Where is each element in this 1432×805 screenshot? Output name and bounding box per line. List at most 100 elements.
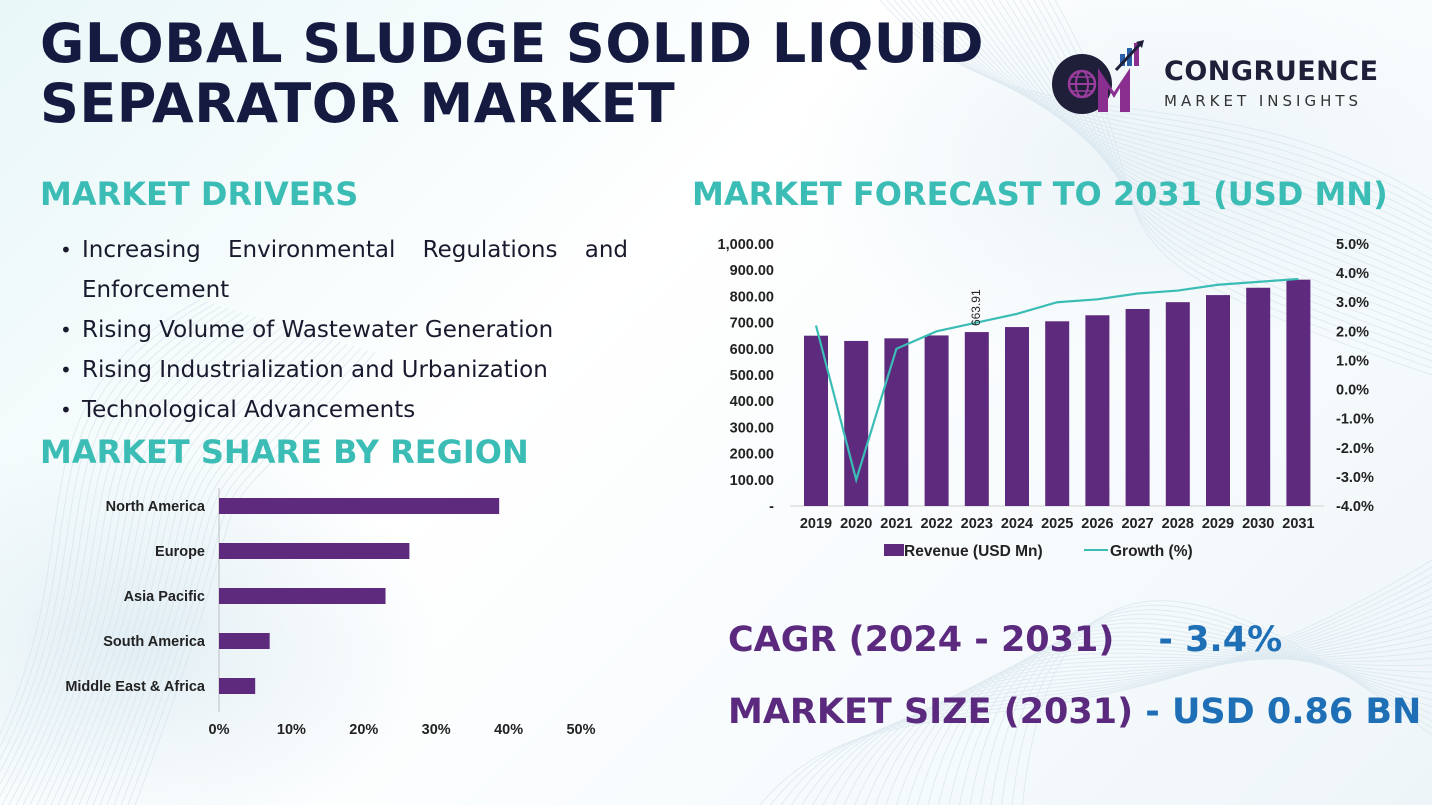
background-wave-line — [770, 566, 1432, 805]
region-bar — [219, 543, 410, 559]
legend-revenue-swatch — [884, 544, 904, 556]
region-x-tick: 50% — [566, 722, 595, 738]
logo-name: CONGRUENCE — [1164, 56, 1379, 87]
forecast-x-tick: 2030 — [1242, 516, 1274, 532]
region-bar — [219, 588, 386, 604]
background-wave-line — [938, 635, 1432, 805]
background-wave-line — [914, 0, 1432, 236]
cagr-value: - 3.4% — [1158, 620, 1283, 660]
logo-tagline: MARKET INSIGHTS — [1164, 92, 1363, 110]
region-x-tick: 40% — [494, 722, 523, 738]
revenue-bar — [1045, 321, 1070, 506]
background-wave-line — [921, 0, 1432, 243]
cagr-label: CAGR (2024 - 2031) — [728, 620, 1115, 660]
forecast-right-tick: 4.0% — [1336, 266, 1369, 282]
driver-item: Rising Industrialization and Urbanizatio… — [58, 350, 628, 390]
background-wave-line — [906, 648, 1432, 805]
background-wave-line — [942, 0, 1432, 264]
background-wave-line — [864, 629, 1432, 805]
region-x-tick: 0% — [209, 722, 230, 738]
background-wave-line — [885, 643, 1432, 805]
forecast-x-tick: 2031 — [1282, 516, 1314, 532]
forecast-x-tick: 2022 — [920, 516, 952, 532]
forecast-x-tick: 2019 — [800, 516, 832, 532]
revenue-bar — [1286, 279, 1311, 506]
forecast-x-tick: 2027 — [1121, 516, 1153, 532]
background-wave-line — [984, 0, 1432, 306]
background-wave-line — [843, 615, 1432, 805]
market-size-label: MARKET SIZE (2031) — [728, 692, 1134, 732]
background-wave-line — [917, 644, 1432, 805]
market-forecast-heading: MARKET FORECAST TO 2031 (USD MN) — [692, 175, 1388, 213]
forecast-x-tick: 2026 — [1081, 516, 1113, 532]
cmi-globe-logo-icon — [1052, 40, 1144, 114]
data-label: 663.91 — [969, 289, 983, 326]
forecast-x-tick: 2023 — [961, 516, 993, 532]
forecast-x-tick: 2028 — [1162, 516, 1194, 532]
revenue-bar — [924, 335, 949, 506]
forecast-left-tick: 900.00 — [730, 263, 774, 279]
background-wave-line — [759, 559, 1432, 805]
background-wave-line — [998, 0, 1432, 320]
forecast-left-tick: 700.00 — [730, 316, 774, 332]
revenue-bar — [1206, 295, 1230, 506]
background-wave-line — [963, 0, 1432, 285]
market-drivers-heading: MARKET DRIVERS — [40, 175, 359, 213]
market-forecast-chart: - 100.00 200.00 300.00 400.00 500.00 600.00 700… — [718, 237, 1374, 560]
region-bar — [219, 633, 270, 649]
page-title: GLOBAL SLUDGE SOLID LIQUID SEPARATOR MAR… — [40, 12, 985, 135]
forecast-left-tick: 400.00 — [730, 394, 774, 410]
forecast-x-tick: 2025 — [1041, 516, 1073, 532]
region-bar — [219, 678, 256, 694]
forecast-x-tick: 2021 — [880, 516, 912, 532]
forecast-right-tick: 0.0% — [1336, 383, 1369, 399]
region-label: Middle East & Africa — [65, 679, 206, 695]
region-x-tick: 10% — [277, 722, 306, 738]
market-size-value: - USD 0.86 BN — [1145, 692, 1422, 732]
background-wave-line — [801, 587, 1432, 805]
forecast-x-tick: 2029 — [1202, 516, 1234, 532]
background-wave-line — [927, 640, 1432, 805]
forecast-x-tick: 2024 — [1001, 516, 1033, 532]
background-wave-line — [780, 573, 1432, 805]
growth-line — [814, 277, 1299, 484]
revenue-bar — [1085, 315, 1110, 506]
forecast-left-tick: - — [769, 499, 774, 515]
driver-item: Rising Volume of Wastewater Generation — [58, 310, 628, 350]
background-wave-line — [959, 627, 1432, 805]
revenue-bar — [884, 338, 909, 506]
background-wave-line — [970, 0, 1432, 292]
forecast-right-tick: -2.0% — [1336, 441, 1374, 457]
region-label: South America — [103, 634, 206, 650]
background-wave-line — [812, 594, 1432, 805]
region-x-tick: 30% — [422, 722, 451, 738]
revenue-bar — [1165, 302, 1190, 506]
forecast-left-tick: 300.00 — [730, 420, 774, 436]
background-wave-line — [822, 601, 1432, 805]
forecast-left-tick: 600.00 — [730, 342, 774, 358]
background-wave-line — [991, 0, 1432, 313]
revenue-bar — [804, 335, 828, 506]
region-label: North America — [106, 499, 206, 515]
background-wave-line — [969, 622, 1432, 805]
region-x-tick: 20% — [349, 722, 378, 738]
background-wave-line — [935, 0, 1432, 257]
background-wave-line — [833, 608, 1432, 805]
revenue-bar — [964, 332, 989, 506]
forecast-left-tick: 800.00 — [730, 289, 774, 305]
background-wave-line — [980, 618, 1432, 805]
forecast-right-tick: -1.0% — [1336, 412, 1374, 428]
revenue-bar — [1125, 308, 1150, 506]
background-wave-line — [1022, 600, 1432, 805]
revenue-bar — [1246, 287, 1271, 506]
forecast-right-tick: 2.0% — [1336, 324, 1369, 340]
background-wave-line — [928, 0, 1432, 250]
forecast-left-tick: 200.00 — [730, 447, 774, 463]
forecast-left-tick: 500.00 — [730, 368, 774, 384]
revenue-bar — [1005, 327, 1029, 506]
driver-item: Technological Advancements — [58, 390, 628, 430]
background-wave-line — [907, 0, 1432, 229]
background-wave-line — [977, 0, 1432, 299]
forecast-right-tick: 3.0% — [1336, 295, 1369, 311]
